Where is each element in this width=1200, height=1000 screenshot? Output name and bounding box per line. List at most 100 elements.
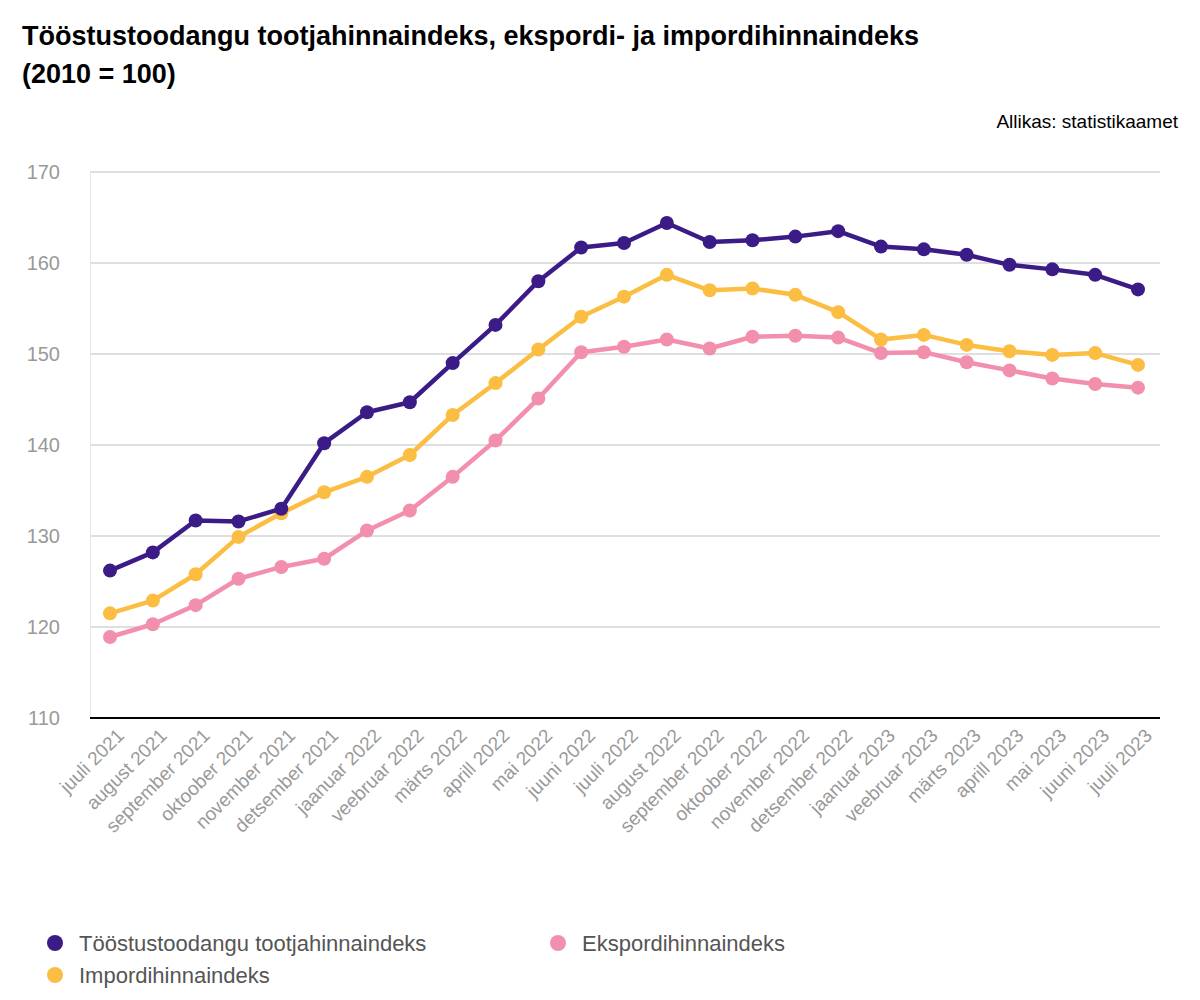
y-tick: 130 [27,525,90,547]
point [403,504,417,518]
line [110,275,1138,614]
grid [90,172,1160,718]
point [189,567,203,581]
y-tick-label: 110 [28,707,60,729]
point [232,514,246,528]
point [360,405,374,419]
legend-item: Tööstustoodangu tootjahinnaindeks [47,931,426,956]
line [110,223,1138,571]
point [531,274,545,288]
point [703,342,717,356]
grid-line [90,535,1160,536]
y-axis: 110 120 130 140 150 160 170 [27,161,91,729]
point [788,230,802,244]
point [360,470,374,484]
grid-line [90,444,1160,445]
marks [103,216,1145,644]
point [531,392,545,406]
legend-marker [550,935,566,951]
legend-label: Tööstustoodangu tootjahinnaindeks [79,931,426,956]
grid-line [90,626,1160,627]
point [232,572,246,586]
y-tick: 140 [27,434,90,456]
x-axis-line [90,717,1160,719]
point [917,328,931,342]
point [146,594,160,608]
y-tick-label: 160 [27,252,60,274]
point [232,530,246,544]
grid-line [90,717,1160,718]
point [446,470,460,484]
point [317,436,331,450]
point [103,630,117,644]
legend-label: Ekspordihinnaindeks [582,931,785,956]
point [917,345,931,359]
point [489,376,503,390]
point [1088,268,1102,282]
point [103,564,117,578]
point [831,305,845,319]
y-tick: 170 [27,161,90,183]
point [489,433,503,447]
point [446,408,460,422]
y-tick: 110 [28,707,90,729]
x-axis: juuli 2021august 2021september 2021oktoo… [55,718,1160,837]
point [146,545,160,559]
legend-item: Impordihinnaindeks [47,963,270,988]
point [1045,262,1059,276]
point [874,240,888,254]
point [1131,358,1145,372]
point [703,235,717,249]
point [189,514,203,528]
y-tick: 160 [27,252,90,274]
point [874,346,888,360]
point [489,318,503,332]
point [960,355,974,369]
legend-marker [47,935,63,951]
point [617,236,631,250]
x-tick-label: juuli 2023 [1083,725,1156,798]
point [1045,348,1059,362]
point [360,524,374,538]
point [960,248,974,262]
point [703,283,717,297]
point [874,332,888,346]
point [1045,372,1059,386]
point [660,216,674,230]
point [531,342,545,356]
legend-item: Ekspordihinnaindeks [550,931,785,956]
chart: Tööstustoodangu tootjahinnaindeks, ekspo… [0,0,1200,1000]
point [1003,258,1017,272]
title: (2010 = 100) [22,59,176,89]
point [831,224,845,238]
legend-marker [47,967,63,983]
point [746,281,760,295]
legend: Tööstustoodangu tootjahinnaindeks Impordi… [47,931,785,988]
point [317,552,331,566]
point [274,560,288,574]
point [788,288,802,302]
source: Allikas: statistikaamet [996,111,1178,132]
point [103,606,117,620]
y-tick: 150 [27,343,90,365]
y-tick: 120 [27,616,90,638]
legend-label: Impordihinnaindeks [79,963,270,988]
point [1003,363,1017,377]
y-axis-line [90,173,91,719]
point [146,617,160,631]
point [1088,346,1102,360]
point [660,332,674,346]
point [574,310,588,324]
y-tick-label: 130 [27,525,60,547]
y-tick-label: 120 [27,616,60,638]
point [746,233,760,247]
point [1131,282,1145,296]
point [617,340,631,354]
series [103,329,1145,644]
point [317,485,331,499]
series [103,216,1145,578]
y-tick-label: 150 [27,343,60,365]
point [1088,377,1102,391]
title: Tööstustoodangu tootjahinnaindeks, ekspo… [22,21,919,51]
point [660,268,674,282]
